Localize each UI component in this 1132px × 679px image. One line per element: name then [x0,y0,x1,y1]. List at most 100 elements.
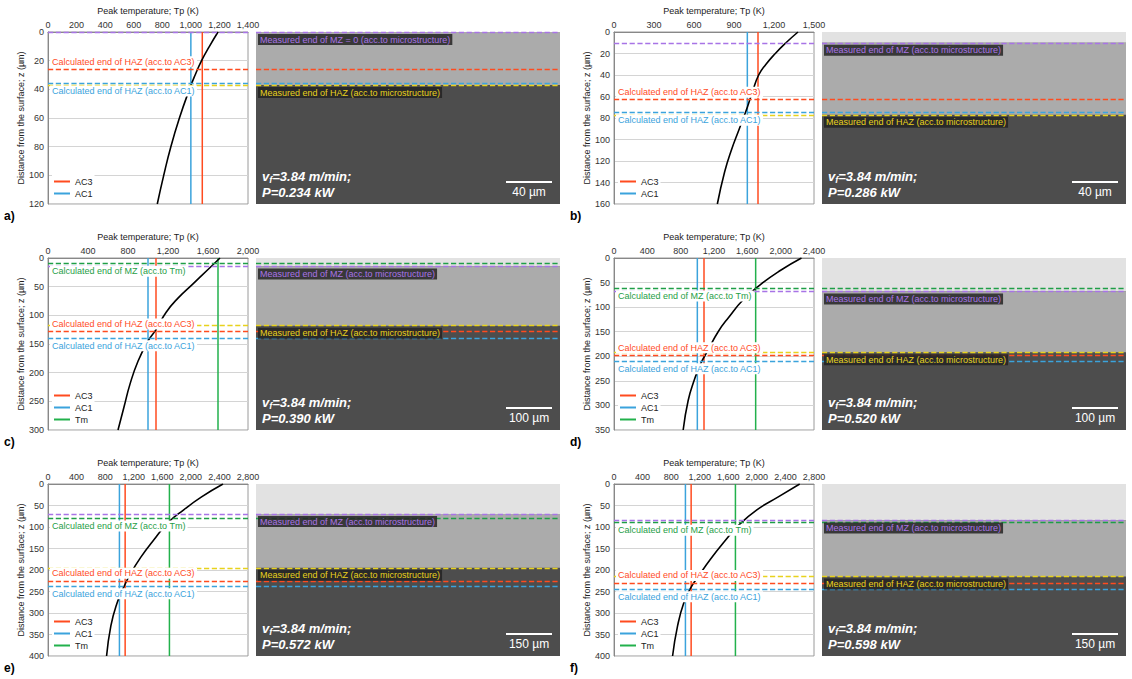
svg-text:Calculated end of HAZ (acc.to: Calculated end of HAZ (acc.to AC1) [618,115,761,125]
svg-text:Tm: Tm [641,641,654,651]
svg-text:200: 200 [29,368,44,378]
svg-text:AC3: AC3 [75,391,93,401]
svg-text:1,200: 1,200 [703,246,726,256]
svg-text:20: 20 [600,49,610,59]
svg-text:350: 350 [595,630,610,640]
svg-text:Measured end of MZ (acc.to mic: Measured end of MZ (acc.to microstructur… [826,523,1001,533]
svg-text:AC1: AC1 [641,403,659,413]
svg-text:2,800: 2,800 [237,472,260,482]
svg-text:Tm: Tm [75,641,88,651]
svg-text:800: 800 [664,472,679,482]
svg-text:250: 250 [595,587,610,597]
svg-text:100 µm: 100 µm [1075,411,1115,425]
svg-text:80: 80 [34,142,44,152]
svg-text:0: 0 [605,253,610,263]
svg-text:Measured end of MZ = 0 (acc.to: Measured end of MZ = 0 (acc.to microstru… [260,35,450,45]
svg-text:120: 120 [595,156,610,166]
svg-text:Peak temperature; Tp (K): Peak temperature; Tp (K) [97,458,198,468]
svg-text:e): e) [4,661,15,675]
svg-text:Calculated end of HAZ (acc.to: Calculated end of HAZ (acc.to AC1) [52,86,195,96]
svg-text:600: 600 [686,20,701,30]
svg-text:350: 350 [29,630,44,640]
svg-text:1,200: 1,200 [208,20,231,30]
svg-text:Measured end of HAZ (acc.to mi: Measured end of HAZ (acc.to microstructu… [260,328,440,338]
svg-text:Peak temperature; Tp (K): Peak temperature; Tp (K) [97,232,198,242]
svg-text:0: 0 [39,479,44,489]
svg-text:0: 0 [605,479,610,489]
svg-text:160: 160 [595,199,610,209]
svg-text:1,600: 1,600 [151,472,174,482]
svg-text:0: 0 [39,27,44,37]
svg-text:200: 200 [69,20,84,30]
svg-text:Measured end of MZ (acc.to mic: Measured end of MZ (acc.to microstructur… [260,517,435,527]
svg-text:250: 250 [595,376,610,386]
svg-text:250: 250 [29,587,44,597]
svg-text:20: 20 [34,56,44,66]
svg-text:Tm: Tm [75,415,88,425]
svg-text:Measured end of HAZ (acc.to mi: Measured end of HAZ (acc.to microstructu… [826,355,1006,365]
svg-text:f): f) [570,661,578,675]
svg-text:a): a) [4,209,15,223]
svg-text:P=0.598 kW: P=0.598 kW [828,637,902,652]
svg-text:900: 900 [726,20,741,30]
svg-text:Measured end of HAZ (acc.to mi: Measured end of HAZ (acc.to microstructu… [826,579,1006,589]
svg-text:400: 400 [98,20,113,30]
svg-text:400: 400 [69,472,84,482]
svg-text:P=0.390 kW: P=0.390 kW [262,411,336,426]
svg-text:=3.84 m/min;: =3.84 m/min; [272,169,351,184]
svg-text:200: 200 [29,565,44,575]
svg-text:1,400: 1,400 [237,20,260,30]
svg-text:Peak temperature; Tp (K): Peak temperature; Tp (K) [663,232,764,242]
svg-text:Calculated end of HAZ (acc.to: Calculated end of HAZ (acc.to AC3) [618,87,761,97]
svg-text:Calculated end of HAZ (acc.to: Calculated end of HAZ (acc.to AC1) [618,364,761,374]
svg-text:300: 300 [29,608,44,618]
svg-text:Calculated end of HAZ (acc.to: Calculated end of HAZ (acc.to AC3) [52,319,195,329]
svg-text:Measured end of MZ (acc.to mic: Measured end of MZ (acc.to microstructur… [826,294,1001,304]
svg-text:P=0.572 kW: P=0.572 kW [262,637,336,652]
svg-text:40: 40 [600,70,610,80]
svg-text:Calculated end of MZ (acc.to T: Calculated end of MZ (acc.to Tm) [52,521,185,531]
svg-text:AC1: AC1 [75,403,93,413]
svg-text:800: 800 [120,246,135,256]
svg-text:100: 100 [595,135,610,145]
svg-text:Measured end of MZ (acc.to mic: Measured end of MZ (acc.to microstructur… [826,45,1001,55]
svg-text:P=0.234 kW: P=0.234 kW [262,185,336,200]
svg-text:100: 100 [595,302,610,312]
svg-text:1,000: 1,000 [180,20,203,30]
svg-text:0: 0 [45,20,50,30]
svg-text:P=0.520 kW: P=0.520 kW [828,411,902,426]
svg-text:60: 60 [34,113,44,123]
svg-text:1,500: 1,500 [803,20,826,30]
svg-text:300: 300 [646,20,661,30]
svg-text:50: 50 [600,278,610,288]
svg-text:1,200: 1,200 [157,246,180,256]
svg-text:100: 100 [595,522,610,532]
svg-text:2,400: 2,400 [803,246,826,256]
svg-text:AC1: AC1 [641,189,659,199]
svg-text:800: 800 [673,246,688,256]
svg-text:0: 0 [611,472,616,482]
svg-text:400: 400 [595,651,610,661]
svg-text:100: 100 [29,310,44,320]
svg-text:Distance from the surface; z (: Distance from the surface; z (µm) [582,277,592,410]
svg-text:=3.84 m/min;: =3.84 m/min; [838,169,917,184]
svg-text:Peak temperature; Tp (K): Peak temperature; Tp (K) [663,6,764,16]
svg-text:2,400: 2,400 [774,472,797,482]
svg-text:2,000: 2,000 [237,246,260,256]
svg-text:Distance from the surface; z (: Distance from the surface; z (µm) [582,503,592,636]
svg-text:50: 50 [600,501,610,511]
svg-text:120: 120 [29,199,44,209]
svg-text:=3.84 m/min;: =3.84 m/min; [838,621,917,636]
svg-text:Peak temperature; Tp (K): Peak temperature; Tp (K) [663,458,764,468]
svg-text:150: 150 [595,327,610,337]
svg-text:Calculated end of HAZ (acc.to: Calculated end of HAZ (acc.to AC1) [52,589,195,599]
svg-text:2,000: 2,000 [769,246,792,256]
svg-text:AC3: AC3 [641,177,659,187]
svg-text:AC1: AC1 [641,629,659,639]
svg-text:0: 0 [39,253,44,263]
svg-text:AC1: AC1 [75,629,93,639]
svg-text:200: 200 [595,565,610,575]
svg-text:300: 300 [595,608,610,618]
svg-text:c): c) [4,435,15,449]
svg-text:150: 150 [595,544,610,554]
